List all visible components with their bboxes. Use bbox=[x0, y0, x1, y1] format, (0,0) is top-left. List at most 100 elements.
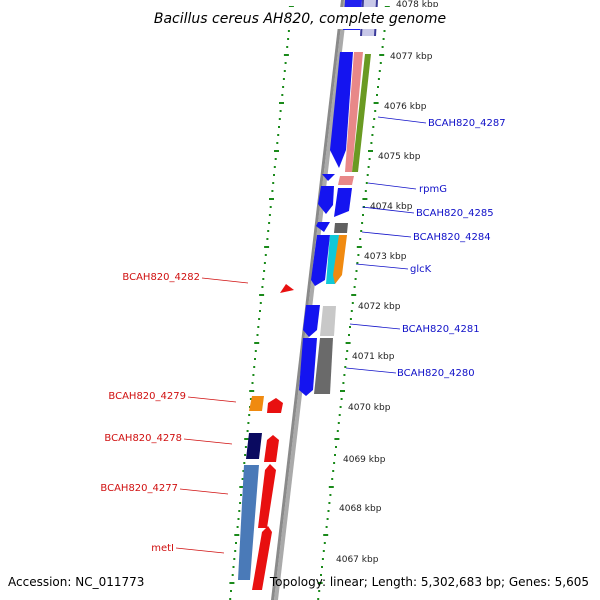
left-guide-tick bbox=[279, 102, 284, 104]
scale-label-4078: 4078 kbp bbox=[396, 0, 439, 10]
right-guide-tick bbox=[382, 38, 385, 40]
left-guide-tick bbox=[229, 582, 235, 584]
left-guide-tick bbox=[248, 414, 251, 416]
right-guide-tick bbox=[378, 70, 381, 72]
gene-label-rpmG: rpmG bbox=[419, 184, 447, 195]
scale-label-4075: 4075 kbp bbox=[378, 152, 421, 162]
right-guide-tick bbox=[370, 142, 373, 144]
left-guide-tick bbox=[282, 78, 285, 80]
right-guide-tick bbox=[349, 318, 352, 320]
left-guide-tick bbox=[247, 422, 250, 424]
right-guide-tick bbox=[334, 438, 340, 440]
right-guide-tick bbox=[355, 270, 358, 272]
leader-4287 bbox=[377, 116, 427, 124]
scale-label-4072: 4072 kbp bbox=[358, 302, 401, 312]
left-guide-tick bbox=[259, 310, 261, 312]
leader-4282 bbox=[201, 277, 249, 284]
right-guide-tick bbox=[353, 286, 356, 288]
left-guide-tick bbox=[238, 510, 241, 512]
left-guide-tick bbox=[237, 518, 240, 520]
right-guide-tick bbox=[317, 582, 323, 584]
left-guide-tick bbox=[256, 334, 259, 336]
left-guide-tick bbox=[232, 566, 235, 568]
scale-label-4070: 4070 kbp bbox=[348, 403, 391, 413]
gene-4279-red bbox=[267, 398, 283, 413]
left-guide-tick bbox=[273, 174, 275, 176]
right-guide-tick bbox=[377, 86, 379, 88]
right-guide-tick bbox=[357, 254, 360, 256]
right-guide-tick bbox=[325, 526, 328, 528]
scale-label-4068: 4068 kbp bbox=[339, 504, 382, 514]
scale-label-4074: 4074 kbp bbox=[370, 202, 413, 212]
scale-label-4071: 4071 kbp bbox=[352, 352, 395, 362]
right-guide-tick bbox=[368, 158, 371, 160]
left-guide-tick bbox=[286, 46, 289, 48]
gene-small-blue bbox=[322, 174, 335, 181]
gene-label-BCAH820_4287: BCAH820_4287 bbox=[428, 118, 506, 129]
right-guide-tick bbox=[368, 150, 373, 152]
left-guide-tick bbox=[254, 358, 256, 360]
leader-4281 bbox=[349, 323, 401, 330]
left-guide-tick bbox=[236, 526, 239, 528]
map-title: Bacillus cereus AH820, complete genome bbox=[154, 11, 446, 27]
title-backdrop bbox=[150, 7, 450, 29]
leader-4277 bbox=[179, 488, 229, 495]
left-guide-tick bbox=[257, 326, 260, 328]
right-guide-tick bbox=[373, 118, 376, 120]
right-guide-tick bbox=[365, 182, 368, 184]
axis-line bbox=[271, 0, 344, 600]
leader-glcK bbox=[355, 263, 409, 270]
gene-4285-b bbox=[334, 188, 352, 217]
gene-4278-red bbox=[264, 435, 279, 462]
left-guide-tick bbox=[241, 478, 244, 480]
right-guide-tick bbox=[345, 358, 348, 360]
right-guide-tick bbox=[322, 550, 325, 552]
gene-glcK-orange bbox=[333, 235, 347, 284]
right-guide-tick bbox=[326, 518, 329, 520]
left-guide-tick bbox=[269, 206, 272, 208]
right-guide-tick bbox=[321, 566, 323, 568]
left-guide-tick bbox=[264, 246, 270, 248]
right-guide-tick bbox=[332, 470, 335, 472]
gene-label-BCAH820_4277: BCAH820_4277 bbox=[100, 483, 178, 494]
leader-rpmG bbox=[367, 182, 417, 190]
left-guide-tick bbox=[259, 294, 265, 296]
left-guide-tick bbox=[274, 158, 277, 160]
right-guide-tick bbox=[323, 542, 326, 544]
right-guide-tick bbox=[359, 238, 362, 240]
left-guide-tick bbox=[231, 574, 234, 576]
left-guide-tick bbox=[249, 390, 255, 392]
gene-4287-pink bbox=[345, 52, 363, 172]
left-guide-tick bbox=[253, 366, 256, 368]
left-guide-tick bbox=[264, 254, 267, 256]
left-guide-tick bbox=[259, 302, 262, 304]
right-guide-tick bbox=[379, 54, 385, 56]
left-guide-tick bbox=[244, 438, 250, 440]
right-guide-tick bbox=[336, 430, 339, 432]
gene-label-glcK: glcK bbox=[410, 264, 432, 275]
left-guide-tick bbox=[263, 262, 266, 264]
axis-shadow bbox=[274, 0, 348, 600]
right-guide-tick bbox=[320, 574, 322, 576]
left-guide-tick bbox=[282, 86, 285, 88]
label-leaders bbox=[175, 116, 427, 554]
right-guide-tick bbox=[383, 30, 386, 32]
right-guide-tick bbox=[346, 350, 349, 352]
left-guide-tick bbox=[234, 550, 237, 552]
scale-label-4073: 4073 kbp bbox=[364, 252, 407, 262]
left-guide-tick bbox=[242, 470, 245, 472]
scale-label-4069: 4069 kbp bbox=[343, 455, 386, 465]
leader-4284 bbox=[361, 231, 412, 238]
right-guide-tick bbox=[348, 334, 350, 336]
left-guide-tick bbox=[229, 598, 232, 600]
left-guide-tick bbox=[279, 110, 282, 112]
left-guide-tick bbox=[254, 350, 257, 352]
left-guide-tick bbox=[262, 278, 265, 280]
left-guide-tick bbox=[249, 398, 252, 400]
left-guide-tick bbox=[230, 590, 232, 592]
right-guide-tick bbox=[329, 494, 332, 496]
left-guide-tick bbox=[278, 118, 281, 120]
left-guide-tick bbox=[239, 502, 242, 504]
